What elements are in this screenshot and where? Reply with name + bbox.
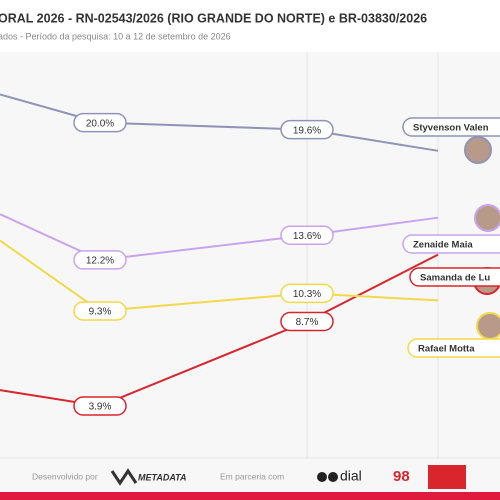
value-label: 12.2% <box>86 256 114 267</box>
bottom-bar <box>0 492 500 500</box>
value-label: 20.0% <box>86 118 114 129</box>
value-label-box <box>280 119 334 140</box>
value-label-box <box>73 301 127 321</box>
value-label-box <box>73 250 127 270</box>
value-label-box <box>73 112 127 133</box>
value-label-box <box>73 396 127 416</box>
candidate-photo <box>476 312 500 340</box>
value-label: 8.7% <box>296 317 319 328</box>
value-label: 10.3% <box>293 289 321 300</box>
series-line <box>0 253 439 408</box>
series-line <box>0 93 439 152</box>
legend-label: Zenaide Maia <box>413 240 473 251</box>
legend-box <box>402 234 500 254</box>
series-line <box>0 213 439 261</box>
series-line <box>0 239 439 312</box>
partner-logo-dot <box>317 472 327 482</box>
footer-partner-2: 98 <box>393 468 410 485</box>
chart-subtitle: ados - Período da pesquisa: 10 a 12 de s… <box>0 31 231 41</box>
legend-box <box>409 267 500 287</box>
candidate-photo <box>464 136 492 164</box>
candidate-photo <box>474 204 500 232</box>
footer-partner-1: dial <box>340 468 362 484</box>
value-label-box <box>280 225 334 246</box>
legend-box <box>407 338 500 358</box>
value-label: 9.3% <box>89 307 112 318</box>
chart-title: ORAL 2026 - RN-02543/2026 (RIO GRANDE DO… <box>0 11 427 25</box>
footer-developed-by: Desenvolvido por <box>32 471 98 481</box>
plot: 20.0% 19.6% Styvenson Valen 12.2% 13.6% Zenai… <box>0 93 500 416</box>
footer-developer: METADATA <box>138 472 187 482</box>
legend-label: Rafael Motta <box>418 344 475 355</box>
value-label: 3.9% <box>89 402 112 413</box>
footer-partners-label: Em parceria com <box>220 471 284 481</box>
partner-logo-dot <box>328 472 338 482</box>
header <box>0 0 500 52</box>
value-label: 19.6% <box>293 125 321 136</box>
legend-box <box>402 117 500 137</box>
legend-label: Samanda de Lu <box>420 273 490 284</box>
legend-label: Styvenson Valen <box>413 123 489 134</box>
value-label: 13.6% <box>293 231 321 242</box>
partner-logo-jp <box>428 465 466 489</box>
value-label-box <box>280 311 334 332</box>
metadata-logo <box>110 468 138 486</box>
value-label-box <box>280 283 334 304</box>
